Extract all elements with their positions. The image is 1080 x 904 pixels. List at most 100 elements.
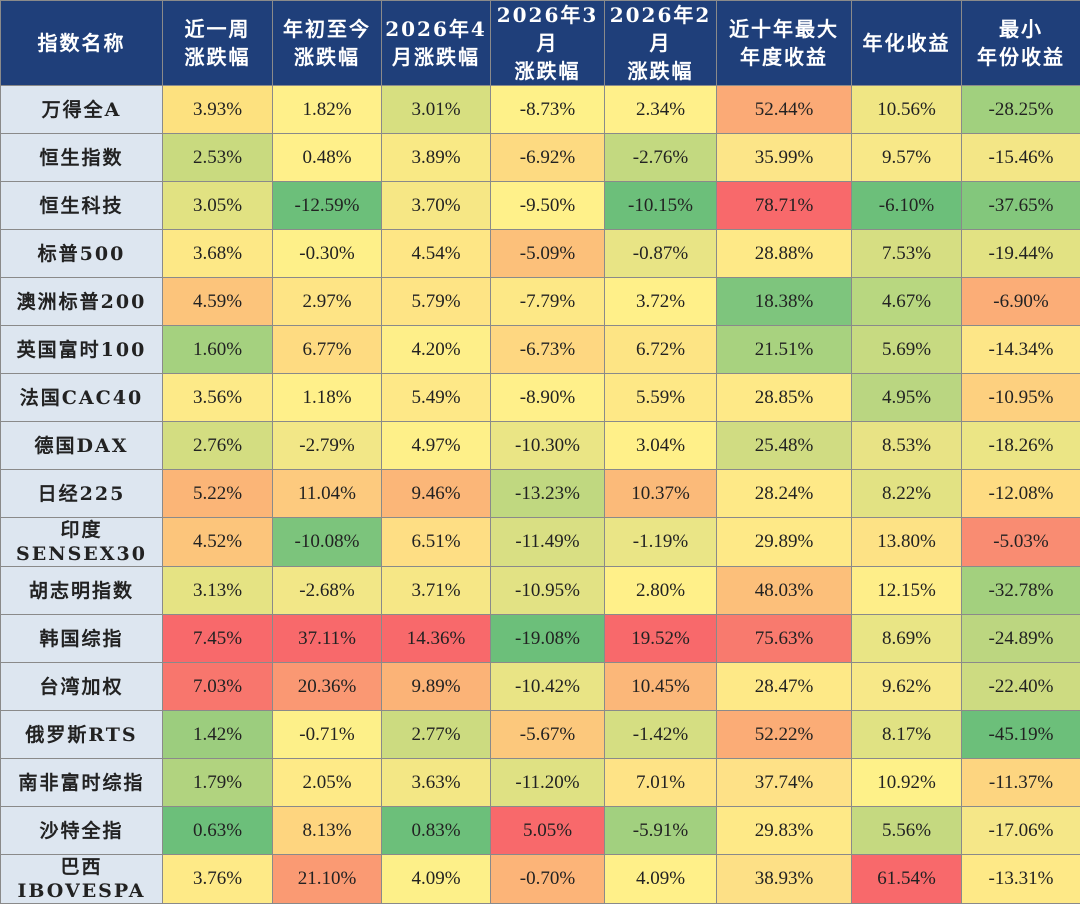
max-annual-return-cell: 78.71% bbox=[717, 182, 852, 230]
february-change-cell: -2.76% bbox=[605, 134, 717, 182]
march-change-cell: -6.73% bbox=[491, 326, 605, 374]
february-change-cell: 2.34% bbox=[605, 86, 717, 134]
annualized-return-cell: 8.17% bbox=[852, 711, 962, 759]
annualized-return-cell: 8.53% bbox=[852, 422, 962, 470]
annualized-return-cell: 5.69% bbox=[852, 326, 962, 374]
february-change-cell: 7.01% bbox=[605, 759, 717, 807]
week-change-cell: 1.79% bbox=[163, 759, 273, 807]
ytd-change-cell: -0.71% bbox=[273, 711, 382, 759]
annualized-return-cell: 5.56% bbox=[852, 807, 962, 855]
annualized-return-cell: -6.10% bbox=[852, 182, 962, 230]
ytd-change-cell: -0.30% bbox=[273, 230, 382, 278]
max-annual-return-cell: 52.44% bbox=[717, 86, 852, 134]
march-change-cell: -8.73% bbox=[491, 86, 605, 134]
february-change-cell: -0.87% bbox=[605, 230, 717, 278]
ytd-change-cell: 21.10% bbox=[273, 855, 382, 904]
annualized-return-cell: 4.67% bbox=[852, 278, 962, 326]
max-annual-return-cell: 21.51% bbox=[717, 326, 852, 374]
index-name-cell: 澳洲标普200 bbox=[1, 278, 163, 326]
march-change-cell: -11.20% bbox=[491, 759, 605, 807]
column-header-april-change: 2026年4 月涨跌幅 bbox=[382, 1, 491, 86]
march-change-cell: -10.95% bbox=[491, 567, 605, 615]
min-annual-return-cell: -32.78% bbox=[962, 567, 1080, 615]
min-annual-return-cell: -12.08% bbox=[962, 470, 1080, 518]
index-name-cell: 胡志明指数 bbox=[1, 567, 163, 615]
week-change-cell: 5.22% bbox=[163, 470, 273, 518]
april-change-cell: 3.63% bbox=[382, 759, 491, 807]
week-change-cell: 4.59% bbox=[163, 278, 273, 326]
index-name-cell: 标普500 bbox=[1, 230, 163, 278]
february-change-cell: 19.52% bbox=[605, 615, 717, 663]
week-change-cell: 7.45% bbox=[163, 615, 273, 663]
max-annual-return-cell: 35.99% bbox=[717, 134, 852, 182]
max-annual-return-cell: 28.47% bbox=[717, 663, 852, 711]
index-name-cell: 台湾加权 bbox=[1, 663, 163, 711]
week-change-cell: 3.05% bbox=[163, 182, 273, 230]
week-change-cell: 2.53% bbox=[163, 134, 273, 182]
min-annual-return-cell: -17.06% bbox=[962, 807, 1080, 855]
week-change-cell: 7.03% bbox=[163, 663, 273, 711]
week-change-cell: 1.42% bbox=[163, 711, 273, 759]
index-name-cell: 法国CAC40 bbox=[1, 374, 163, 422]
header-row: 指数名称 近一周 涨跌幅 年初至今 涨跌幅 2026年4 月涨跌幅 2026年3… bbox=[1, 1, 1080, 86]
index-name-cell: 俄罗斯RTS bbox=[1, 711, 163, 759]
march-change-cell: 5.05% bbox=[491, 807, 605, 855]
ytd-change-cell: 11.04% bbox=[273, 470, 382, 518]
week-change-cell: 0.63% bbox=[163, 807, 273, 855]
max-annual-return-cell: 52.22% bbox=[717, 711, 852, 759]
min-annual-return-cell: -24.89% bbox=[962, 615, 1080, 663]
february-change-cell: 10.37% bbox=[605, 470, 717, 518]
index-name-cell: 韩国综指 bbox=[1, 615, 163, 663]
ytd-change-cell: 20.36% bbox=[273, 663, 382, 711]
week-change-cell: 3.56% bbox=[163, 374, 273, 422]
min-annual-return-cell: -11.37% bbox=[962, 759, 1080, 807]
week-change-cell: 3.93% bbox=[163, 86, 273, 134]
index-name-cell: 恒生指数 bbox=[1, 134, 163, 182]
february-change-cell: -5.91% bbox=[605, 807, 717, 855]
march-change-cell: -10.30% bbox=[491, 422, 605, 470]
april-change-cell: 3.89% bbox=[382, 134, 491, 182]
annualized-return-cell: 13.80% bbox=[852, 518, 962, 567]
index-name-cell: 英国富时100 bbox=[1, 326, 163, 374]
min-annual-return-cell: -37.65% bbox=[962, 182, 1080, 230]
column-header-week-change: 近一周 涨跌幅 bbox=[163, 1, 273, 86]
march-change-cell: -5.09% bbox=[491, 230, 605, 278]
week-change-cell: 3.68% bbox=[163, 230, 273, 278]
march-change-cell: -6.92% bbox=[491, 134, 605, 182]
april-change-cell: 5.79% bbox=[382, 278, 491, 326]
column-header-index-name: 指数名称 bbox=[1, 1, 163, 86]
column-header-ytd-change: 年初至今 涨跌幅 bbox=[273, 1, 382, 86]
ytd-change-cell: -2.68% bbox=[273, 567, 382, 615]
min-annual-return-cell: -18.26% bbox=[962, 422, 1080, 470]
min-annual-return-cell: -28.25% bbox=[962, 86, 1080, 134]
annualized-return-cell: 10.56% bbox=[852, 86, 962, 134]
min-annual-return-cell: -19.44% bbox=[962, 230, 1080, 278]
april-change-cell: 2.77% bbox=[382, 711, 491, 759]
april-change-cell: 9.46% bbox=[382, 470, 491, 518]
annualized-return-cell: 4.95% bbox=[852, 374, 962, 422]
annualized-return-cell: 7.53% bbox=[852, 230, 962, 278]
column-header-march-change: 2026年3月 涨跌幅 bbox=[491, 1, 605, 86]
february-change-cell: 6.72% bbox=[605, 326, 717, 374]
index-name-cell: 日经225 bbox=[1, 470, 163, 518]
february-change-cell: -10.15% bbox=[605, 182, 717, 230]
week-change-cell: 2.76% bbox=[163, 422, 273, 470]
ytd-change-cell: -12.59% bbox=[273, 182, 382, 230]
february-change-cell: 3.04% bbox=[605, 422, 717, 470]
ytd-change-cell: 2.97% bbox=[273, 278, 382, 326]
annualized-return-cell: 9.62% bbox=[852, 663, 962, 711]
ytd-change-cell: -2.79% bbox=[273, 422, 382, 470]
april-change-cell: 3.01% bbox=[382, 86, 491, 134]
max-annual-return-cell: 28.24% bbox=[717, 470, 852, 518]
week-change-cell: 4.52% bbox=[163, 518, 273, 567]
